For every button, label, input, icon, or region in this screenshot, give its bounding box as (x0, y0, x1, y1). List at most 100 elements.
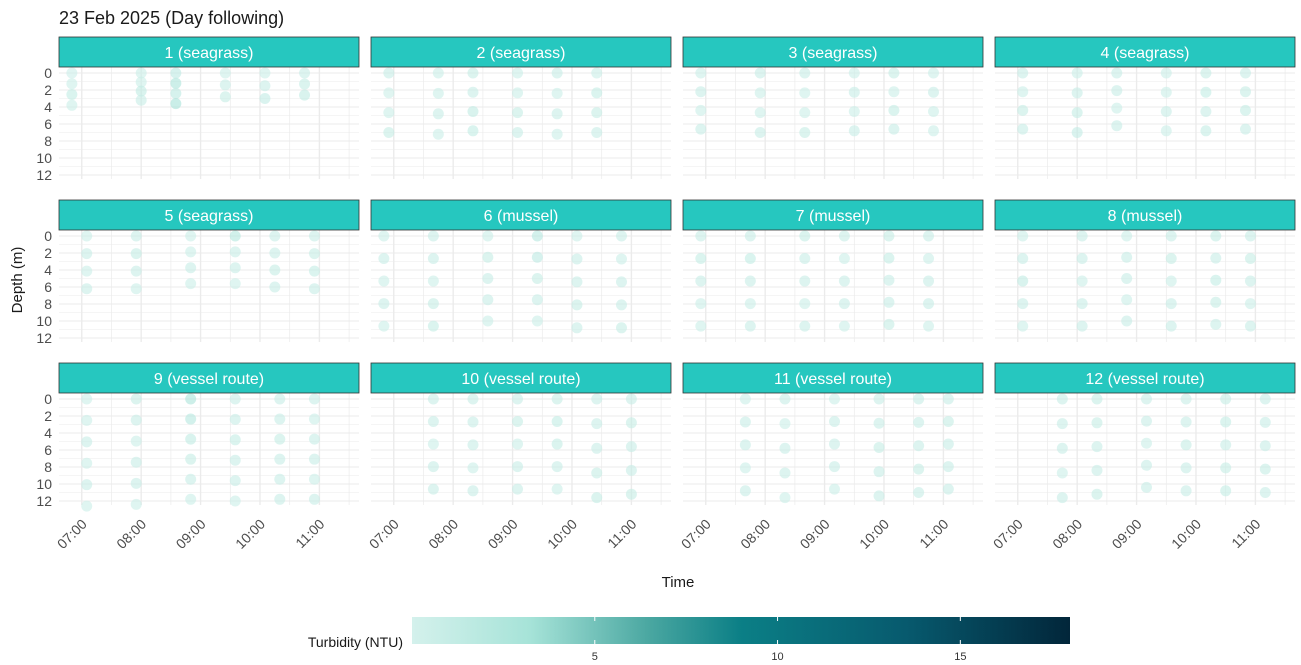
data-point (571, 322, 583, 334)
data-point (427, 320, 439, 332)
x-tick-label: 09:00 (1109, 516, 1145, 552)
data-point (913, 463, 925, 475)
data-point (81, 393, 93, 405)
data-point (695, 320, 707, 332)
y-tick-label: 0 (44, 228, 52, 244)
data-point (1071, 107, 1083, 119)
data-point (274, 433, 286, 445)
data-point (427, 393, 439, 405)
data-point (383, 107, 395, 119)
data-point (130, 393, 142, 405)
data-point (467, 86, 479, 98)
panel-strip (58, 199, 360, 231)
data-point (66, 99, 78, 111)
data-point (1244, 275, 1256, 287)
panel-label: 11 (vessel route) (774, 371, 892, 388)
data-point (1210, 318, 1222, 330)
data-point (308, 453, 320, 465)
panel-label: 10 (vessel route) (461, 371, 580, 388)
data-point (799, 230, 811, 242)
data-point (828, 483, 840, 495)
data-point (531, 251, 543, 263)
data-point (531, 315, 543, 327)
data-point (308, 230, 320, 242)
data-point (838, 253, 850, 265)
data-point (135, 94, 147, 106)
data-point (130, 456, 142, 468)
data-point (1121, 251, 1133, 263)
panel-strip (994, 199, 1296, 231)
data-point (308, 473, 320, 485)
data-point (1244, 253, 1256, 265)
data-point (1017, 298, 1029, 310)
data-point (1200, 67, 1212, 79)
data-point (695, 123, 707, 135)
data-point (739, 416, 751, 428)
data-point (591, 393, 603, 405)
data-point (512, 67, 524, 79)
data-point (1239, 86, 1251, 98)
panel-strip (682, 362, 984, 394)
panel-label: 9 (vessel route) (154, 371, 264, 388)
data-point (130, 477, 142, 489)
x-tick-label: 11:00 (916, 516, 952, 552)
data-point (695, 298, 707, 310)
data-point (625, 393, 637, 405)
x-axis-labels: 07:00 08:00 09:00 10:00 11:00 07:00 08:00 09:00… (54, 516, 1264, 552)
data-point (883, 318, 895, 330)
data-point (299, 89, 311, 101)
data-point (170, 87, 182, 99)
data-point (551, 393, 563, 405)
y-tick-label: 4 (44, 425, 52, 441)
data-point (170, 98, 182, 110)
data-point (259, 93, 271, 104)
data-point (1160, 125, 1172, 137)
data-point (754, 127, 766, 138)
y-tick-label: 4 (44, 262, 52, 278)
panel: 4 (seagrass) (994, 36, 1296, 179)
panel-strip (682, 36, 984, 68)
data-point (427, 253, 439, 265)
panel-label: 3 (seagrass) (789, 45, 878, 62)
data-point (571, 276, 583, 288)
data-point (1239, 123, 1251, 135)
legend-tick-label: 10 (771, 651, 783, 663)
data-point (432, 67, 444, 79)
panel-label: 7 (mussel) (796, 208, 871, 225)
data-point (378, 320, 390, 332)
data-point (432, 128, 444, 140)
data-point (1140, 437, 1152, 449)
data-point (1180, 485, 1192, 497)
x-tick-label: 11:00 (292, 516, 328, 552)
data-point (467, 416, 479, 428)
data-point (229, 454, 241, 466)
data-point (512, 87, 524, 99)
y-tick-label: 6 (44, 442, 52, 458)
panel-strip (370, 362, 672, 394)
data-point (848, 106, 860, 118)
data-point (625, 488, 637, 500)
data-point (299, 67, 311, 79)
data-point (571, 230, 583, 242)
data-point (81, 500, 93, 512)
data-point (130, 435, 142, 447)
data-point (883, 230, 895, 242)
data-point (81, 479, 93, 491)
data-point (799, 320, 811, 332)
data-point (1121, 315, 1133, 327)
data-point (1180, 462, 1192, 474)
data-point (482, 251, 494, 263)
data-point (927, 86, 939, 98)
data-point (1160, 106, 1172, 118)
data-point (838, 298, 850, 310)
data-point (744, 230, 756, 242)
data-point (130, 248, 142, 260)
data-point (779, 418, 791, 430)
data-point (551, 128, 563, 140)
data-point (512, 107, 524, 119)
legend-colorbar (412, 617, 1070, 644)
data-point (1017, 86, 1029, 98)
data-point (591, 127, 603, 138)
data-point (1210, 230, 1222, 242)
data-point (927, 125, 939, 137)
